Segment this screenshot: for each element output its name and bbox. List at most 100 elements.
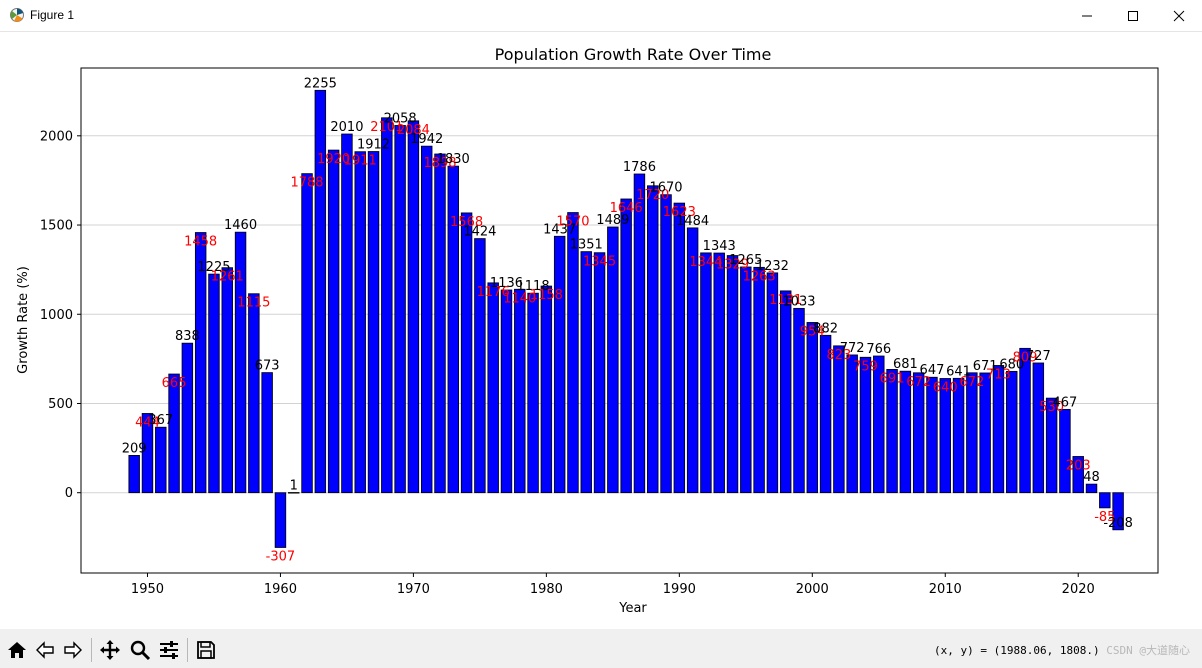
bar <box>859 356 872 494</box>
data-label: -85 <box>1094 510 1115 525</box>
x-tick-label: 1970 <box>397 582 430 597</box>
toolbar-separator <box>91 638 92 662</box>
data-label: 2255 <box>304 76 337 91</box>
bar <box>261 372 273 494</box>
zoom-button[interactable] <box>127 637 153 663</box>
data-label: 691 <box>880 371 905 386</box>
bar <box>686 227 699 494</box>
data-label: 444 <box>135 415 160 430</box>
pan-button[interactable] <box>97 637 123 663</box>
data-label: 1343 <box>703 239 736 254</box>
bar <box>367 151 380 494</box>
data-label: 1911 <box>344 154 377 169</box>
bar <box>1112 492 1124 531</box>
home-icon <box>8 642 26 658</box>
x-tick-label: 1960 <box>264 582 297 597</box>
bar <box>633 173 646 494</box>
data-label: 1424 <box>463 225 496 240</box>
cursor-coordinates: (x, y) = (1988.06, 1808.) CSDN @大道随心 <box>934 642 1190 658</box>
data-label: 713 <box>986 367 1011 382</box>
data-label: 2058 <box>384 111 417 126</box>
ticks: 0 500 1000 1500 2000 1950 1960 1970 1980 1990 2000… <box>40 129 1095 597</box>
bar <box>740 266 752 494</box>
data-label: 1351 <box>570 238 603 253</box>
bar <box>793 307 805 494</box>
minimize-button[interactable] <box>1064 0 1110 31</box>
data-label: 1942 <box>410 132 443 147</box>
data-label: 727 <box>1026 349 1051 364</box>
data-label: 1646 <box>610 201 643 216</box>
data-label: 1489 <box>596 213 629 228</box>
maximize-button[interactable] <box>1110 0 1156 31</box>
data-label: 759 <box>853 359 878 374</box>
data-label: 1176 <box>477 285 510 300</box>
window-titlebar[interactable]: Figure 1 <box>0 0 1202 32</box>
back-button[interactable] <box>32 637 58 663</box>
data-label: 2010 <box>330 120 363 135</box>
bar <box>500 289 513 494</box>
bar <box>1019 347 1031 494</box>
bar <box>886 368 898 494</box>
bar <box>647 185 659 494</box>
data-label: 1 <box>290 479 298 494</box>
data-label: 48 <box>1083 470 1100 485</box>
bar <box>434 153 446 494</box>
bar <box>327 149 340 494</box>
close-button[interactable] <box>1156 0 1202 31</box>
save-button[interactable] <box>193 637 219 663</box>
x-axis-label: Year <box>618 601 647 616</box>
x-tick-label: 1950 <box>131 582 164 597</box>
data-label: 367 <box>148 413 173 428</box>
data-label: -307 <box>266 549 296 564</box>
bar <box>607 226 619 494</box>
chart-title: Population Growth Rate Over Time <box>495 45 772 64</box>
bar <box>341 133 353 494</box>
forward-button[interactable] <box>60 637 86 663</box>
data-label: 641 <box>946 364 971 379</box>
data-label: 838 <box>175 329 200 344</box>
data-label: 1623 <box>663 205 696 220</box>
home-button[interactable] <box>4 637 30 663</box>
data-label: 823 <box>826 348 851 363</box>
bar <box>420 145 433 494</box>
data-label: 640 <box>933 380 958 395</box>
bar <box>1099 492 1111 509</box>
bar <box>460 212 473 494</box>
y-tick-label: 500 <box>48 397 73 412</box>
data-label: 1344 <box>689 255 722 270</box>
bar <box>673 202 686 494</box>
bar <box>301 173 313 494</box>
data-label: 203 <box>1066 458 1091 473</box>
bar <box>487 282 499 494</box>
bar <box>912 372 925 494</box>
bar <box>1059 408 1071 494</box>
x-tick-label: 1980 <box>530 582 563 597</box>
bar <box>553 235 566 494</box>
data-label: 2101 <box>370 120 403 135</box>
data-label: 1570 <box>556 215 589 230</box>
figure-canvas[interactable]: 0 500 1000 1500 2000 1950 1960 1970 1980 1990 2000… <box>0 32 1202 629</box>
bar <box>447 165 460 494</box>
data-label: 681 <box>893 357 918 372</box>
x-tick-label: 2000 <box>796 582 829 597</box>
bar <box>979 372 991 494</box>
bar <box>873 355 885 494</box>
data-label: 1263 <box>743 269 776 284</box>
bar <box>540 285 553 494</box>
bar <box>700 252 712 494</box>
bar <box>926 376 938 494</box>
bar <box>381 117 393 494</box>
data-label: 1912 <box>357 138 390 153</box>
bar <box>514 288 526 494</box>
x-tick-label: 1990 <box>663 582 696 597</box>
data-label: 530 <box>1039 400 1064 415</box>
bar <box>314 89 327 494</box>
data-label: 467 <box>1053 395 1078 410</box>
data-label: 1920 <box>317 152 350 167</box>
bar <box>1006 370 1018 494</box>
bar <box>819 334 832 494</box>
back-arrow-icon <box>36 641 54 659</box>
configure-subplots-button[interactable] <box>156 637 182 663</box>
bar <box>527 292 539 494</box>
bar <box>274 492 287 548</box>
